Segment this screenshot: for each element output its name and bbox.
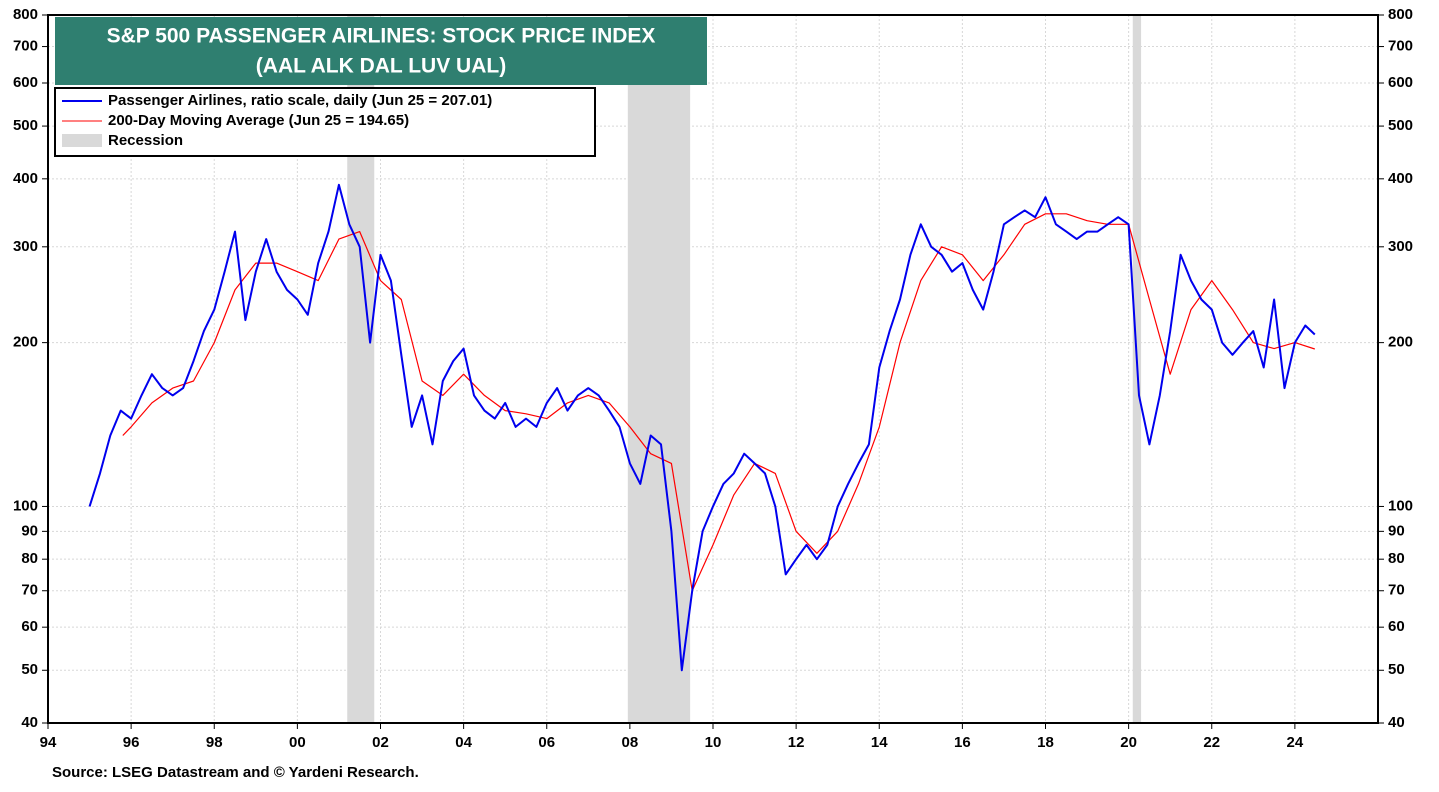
legend-swatch: [62, 134, 102, 147]
y2-tick-label: 300: [1388, 238, 1413, 255]
lines: [88, 183, 1316, 672]
y-tick-label: 500: [13, 117, 38, 134]
x-tick-label: 98: [206, 734, 223, 751]
y2-tick-label: 600: [1388, 74, 1413, 91]
y-tick-label: 50: [21, 661, 38, 678]
x-tick-label: 06: [538, 734, 555, 751]
y2-tick-label: 100: [1388, 497, 1413, 514]
y2-tick-label: 400: [1388, 170, 1413, 187]
y-tick-label: 700: [13, 38, 38, 55]
y-tick-label: 800: [13, 6, 38, 23]
y2-tick-label: 800: [1388, 6, 1413, 23]
x-tick-label: 14: [871, 734, 888, 751]
y2-tick-label: 80: [1388, 550, 1405, 567]
title-box: [55, 17, 707, 85]
y-tick-label: 100: [13, 497, 38, 514]
x-tick-label: 96: [123, 734, 140, 751]
y-tick-label: 70: [21, 582, 38, 599]
y-tick-label: 300: [13, 238, 38, 255]
chart-title: S&P 500 PASSENGER AIRLINES: STOCK PRICE …: [107, 25, 656, 48]
source-note: Source: LSEG Datastream and © Yardeni Re…: [52, 764, 419, 781]
y-tick-label: 400: [13, 170, 38, 187]
y2-tick-label: 200: [1388, 334, 1413, 351]
x-tick-label: 04: [455, 734, 472, 751]
y2-tick-label: 60: [1388, 618, 1405, 635]
y-tick-label: 200: [13, 334, 38, 351]
x-tick-label: 08: [622, 734, 639, 751]
y2-tick-label: 70: [1388, 582, 1405, 599]
y-tick-label: 90: [21, 522, 38, 539]
y2-tick-label: 500: [1388, 117, 1413, 134]
y-tick-label: 60: [21, 618, 38, 635]
x-tick-label: 02: [372, 734, 389, 751]
legend-label: Recession: [108, 132, 183, 149]
x-tick-label: 10: [705, 734, 722, 751]
x-tick-label: 94: [40, 734, 57, 751]
x-tick-label: 20: [1120, 734, 1137, 751]
y2-tick-label: 700: [1388, 38, 1413, 55]
y2-tick-label: 90: [1388, 522, 1405, 539]
y-tick-label: 40: [21, 714, 38, 731]
x-tick-label: 24: [1287, 734, 1304, 751]
x-tick-label: 00: [289, 734, 306, 751]
series-line: [88, 183, 1316, 672]
y2-tick-label: 40: [1388, 714, 1405, 731]
recession-band: [627, 15, 691, 723]
y2-tick-label: 50: [1388, 661, 1405, 678]
chart-subtitle: (AAL ALK DAL LUV UAL): [256, 55, 506, 78]
legend-label: Passenger Airlines, ratio scale, daily (…: [108, 92, 492, 109]
y-tick-label: 600: [13, 74, 38, 91]
legend-label: 200-Day Moving Average (Jun 25 = 194.65): [108, 112, 409, 129]
x-tick-label: 18: [1037, 734, 1054, 751]
x-tick-label: 22: [1203, 734, 1220, 751]
y-tick-label: 80: [21, 550, 38, 567]
legend-box: [54, 87, 596, 157]
x-tick-label: 16: [954, 734, 971, 751]
x-tick-label: 12: [788, 734, 805, 751]
series-line: [122, 213, 1315, 592]
